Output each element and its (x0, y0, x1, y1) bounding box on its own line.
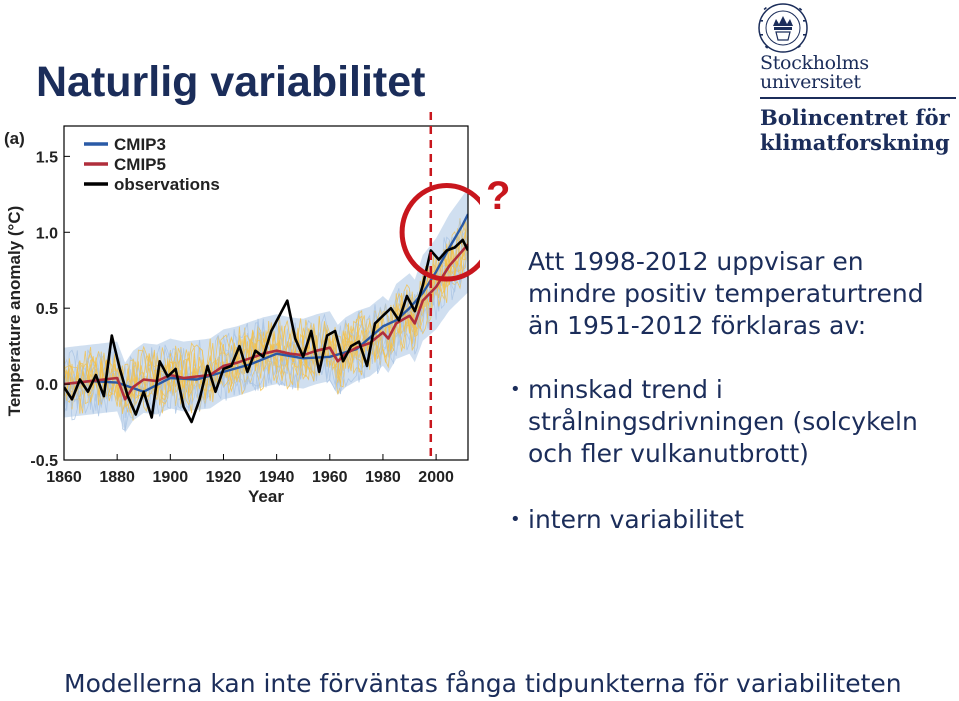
ensemble-member-line (64, 244, 468, 406)
y-tick-label: 0.0 (36, 377, 58, 394)
x-axis-label: Year (248, 487, 284, 506)
y-axis-label: Temperature anomaly (°C) (5, 206, 24, 417)
bullet-forcing-trend: minskad trend i strålningsdrivningen (so… (510, 374, 948, 470)
bullet-internal-variability: intern variabilitet (510, 504, 948, 536)
logo-university-line2: universitet (760, 71, 861, 93)
highlight-circle (399, 183, 480, 282)
x-tick-label: 2000 (418, 469, 454, 486)
x-tick-label: 1980 (365, 469, 401, 486)
legend-label: observations (114, 175, 220, 194)
plot-frame (63, 125, 469, 461)
explanation-bullets: minskad trend i strålningsdrivningen (so… (510, 374, 948, 536)
logo-center-line1: Bolincentret för (760, 105, 950, 130)
ensemble-member-line (64, 219, 468, 414)
legend-label: CMIP3 (114, 135, 166, 154)
y-tick-label: -0.5 (30, 453, 58, 470)
x-tick-label: 1960 (312, 469, 348, 486)
explanation-paragraph: Att 1998-2012 uppvisar en mindre positiv… (528, 247, 924, 340)
cmip5-mean-line (64, 243, 468, 401)
temperature-anomaly-chart: 1860 1880 1900 1920 1940 1960 1980 2000 -0.5 0.0 0… (4, 112, 480, 506)
logo-university-line1: Stockholms (760, 52, 869, 74)
y-tick-label: 1.0 (36, 225, 58, 242)
observations-line (64, 238, 468, 424)
explanation-text: Att 1998-2012 uppvisar en mindre positiv… (510, 246, 948, 536)
logo-divider (760, 97, 956, 99)
panel-label: (a) (4, 129, 25, 148)
y-tick-label: 0.5 (36, 301, 58, 318)
y-tick-label: 1.5 (36, 149, 58, 166)
x-tick-label: 1860 (46, 469, 82, 486)
footer-note: Modellerna kan inte förväntas fånga tidp… (64, 669, 902, 698)
x-tick-label: 1900 (153, 469, 189, 486)
university-logo: Stockholms universitet Bolincentret för … (756, 2, 956, 162)
x-tick-label: 1880 (99, 469, 135, 486)
logo-center-line2: klimatforskning (760, 130, 950, 155)
legend-label: CMIP5 (114, 155, 166, 174)
x-tick-label: 1940 (259, 469, 295, 486)
slide-title: Naturlig variabilitet (36, 58, 426, 106)
seal-icon (758, 3, 808, 53)
question-mark: ? (486, 174, 511, 218)
x-tick-label: 1920 (206, 469, 242, 486)
